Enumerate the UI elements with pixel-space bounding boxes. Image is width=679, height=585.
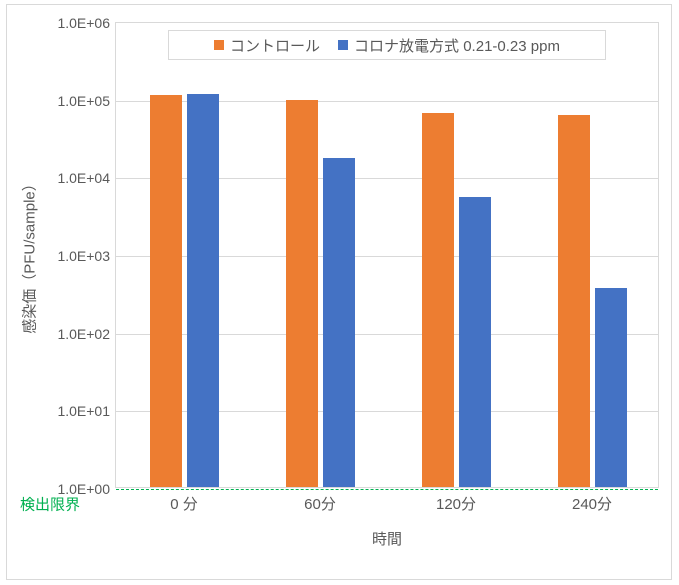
bar xyxy=(323,158,355,487)
x-tick-label: 0 分 xyxy=(170,487,198,514)
bar xyxy=(459,197,491,488)
legend-label: コロナ放電方式 0.21-0.23 ppm xyxy=(354,35,560,56)
y-tick-label: 1.0E+04 xyxy=(57,170,116,186)
detection-limit-line xyxy=(116,489,658,490)
y-tick-label: 1.0E+02 xyxy=(57,326,116,342)
x-tick-label: 240分 xyxy=(572,487,612,514)
bar xyxy=(422,113,454,487)
y-tick-label: 1.0E+06 xyxy=(57,15,116,31)
legend-label: コントロール xyxy=(230,35,320,56)
y-tick-label: 1.0E+05 xyxy=(57,93,116,109)
bar xyxy=(595,288,627,487)
bar xyxy=(150,95,182,487)
plot-area: 1.0E+001.0E+011.0E+021.0E+031.0E+041.0E+… xyxy=(115,22,659,488)
x-tick-label: 120分 xyxy=(436,487,476,514)
y-tick-label: 1.0E+01 xyxy=(57,403,116,419)
x-tick-label: 60分 xyxy=(304,487,336,514)
x-axis-label: 時間 xyxy=(372,528,402,549)
y-tick-label: 1.0E+03 xyxy=(57,248,116,264)
legend-item: コントロール xyxy=(214,35,320,56)
bar xyxy=(286,100,318,487)
legend-swatch xyxy=(338,40,348,50)
bar xyxy=(187,94,219,487)
y-axis-label: 感染価（PFU/sample） xyxy=(19,176,40,334)
legend-item: コロナ放電方式 0.21-0.23 ppm xyxy=(338,35,560,56)
bar xyxy=(558,115,590,487)
legend: コントロール コロナ放電方式 0.21-0.23 ppm xyxy=(168,30,606,60)
detection-limit-label: 検出限界 xyxy=(20,494,80,515)
legend-swatch xyxy=(214,40,224,50)
